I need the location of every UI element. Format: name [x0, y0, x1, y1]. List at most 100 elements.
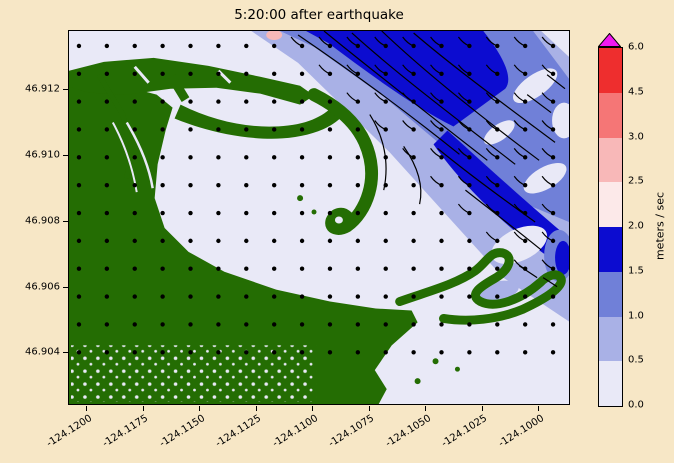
grid-dot: [271, 350, 277, 355]
streamline: [542, 277, 558, 288]
grid-dot: [383, 350, 388, 355]
tracer-dot: [327, 71, 333, 76]
grid-dot: [411, 294, 416, 299]
streamline: [351, 32, 516, 165]
grid-dot: [188, 127, 193, 132]
tracer-dot: [550, 127, 556, 132]
plot-title: 5:20:00 after earthquake: [234, 7, 404, 23]
x-tick-label: -124.1200: [44, 413, 94, 450]
grid-dot: [271, 71, 277, 76]
colorbar-tick-label: 1.5: [628, 265, 644, 277]
grid-dot: [132, 99, 137, 104]
grid-dot: [188, 238, 193, 244]
tracer-dot: [467, 43, 472, 49]
tracer-dot: [411, 155, 416, 160]
grid-dot: [439, 350, 444, 355]
colorbar-segment: [599, 182, 622, 227]
grid-dot: [76, 350, 82, 355]
grid-dot: [299, 266, 305, 271]
grid-dot: [299, 322, 305, 327]
calm-patch: [483, 120, 515, 145]
grid-dot: [244, 350, 249, 355]
grid-dot: [188, 182, 193, 188]
grid-dot: [160, 71, 165, 76]
grid-dot: [383, 266, 388, 271]
x-tick-mark: [255, 406, 257, 411]
grid-dot: [104, 127, 110, 132]
tracer-dot: [411, 99, 416, 104]
grid-dot: [327, 294, 333, 299]
y-tick-label: 46.912: [25, 83, 60, 95]
grid-dot: [244, 182, 249, 188]
grid-dot: [216, 210, 221, 216]
tracer-dot: [495, 43, 500, 49]
grid-dot: [132, 294, 137, 299]
tracer-dot: [383, 127, 388, 132]
grid-dot: [271, 266, 277, 271]
grid-dot: [495, 322, 500, 327]
y-tick-mark: [63, 89, 68, 91]
tracer-dot: [439, 127, 444, 132]
tracer-dot: [550, 43, 556, 49]
grid-dot: [327, 350, 333, 355]
calm-patch: [552, 102, 569, 139]
islet: [432, 358, 439, 365]
land-finger: [167, 74, 190, 102]
tracer-dot: [467, 155, 472, 160]
grid-dot: [160, 43, 165, 49]
grid-dot: [160, 322, 165, 327]
streamline: [323, 31, 488, 161]
grid-dot: [522, 322, 528, 327]
grid-dot: [244, 210, 249, 216]
grid-dot: [411, 238, 416, 244]
grid-dot: [188, 322, 193, 327]
grid-dot: [327, 238, 333, 244]
grid-dot: [104, 43, 110, 49]
tracer-dot: [411, 43, 416, 49]
grid-dot: [160, 127, 165, 132]
tracer-dot: [550, 238, 556, 244]
colorbar-tick-label: 1.0: [628, 310, 644, 321]
grid-dot: [439, 210, 444, 216]
streamline: [465, 189, 542, 251]
colorbar-segment: [599, 271, 622, 317]
tracer-dot: [495, 155, 500, 160]
x-tick-mark: [481, 406, 483, 411]
grid-dot: [467, 294, 472, 299]
grid-dot: [188, 350, 193, 355]
grid-dot: [467, 238, 472, 244]
tracer-dot: [550, 71, 556, 76]
tracer-dot: [439, 99, 444, 104]
grid-dot: [160, 238, 165, 244]
grid-dot: [271, 155, 277, 160]
tracer-dot: [355, 43, 361, 49]
tracer-dot: [522, 43, 528, 49]
colorbar-over-arrow: [598, 33, 621, 47]
grid-dot: [383, 238, 388, 244]
grid-dot: [299, 210, 305, 216]
colorbar-segment: [599, 316, 622, 362]
grid-dot: [160, 99, 165, 104]
tidal-channel: [187, 129, 222, 189]
grid-dot: [216, 322, 221, 327]
grid-dot: [76, 99, 82, 104]
tracer-dot: [522, 99, 528, 104]
y-tick-mark: [63, 286, 68, 288]
grid-dot: [244, 294, 249, 299]
x-tick-label: -124.1175: [101, 413, 151, 450]
grid-dot: [188, 99, 193, 104]
land-main: [69, 76, 418, 404]
grid-dot: [327, 99, 333, 104]
grid-dot: [104, 71, 110, 76]
tracer-dot: [522, 127, 528, 132]
grid-dot: [188, 71, 193, 76]
x-tick-mark: [142, 406, 144, 411]
tracer-dot: [522, 210, 528, 216]
grid-dot: [244, 266, 249, 271]
grid-dot: [76, 322, 82, 327]
grid-dot: [327, 210, 333, 216]
x-tick-label: -124.1000: [496, 413, 547, 450]
colorbar-axis-label: meters / sec: [653, 191, 667, 261]
y-tick-label: 46.910: [25, 149, 60, 161]
